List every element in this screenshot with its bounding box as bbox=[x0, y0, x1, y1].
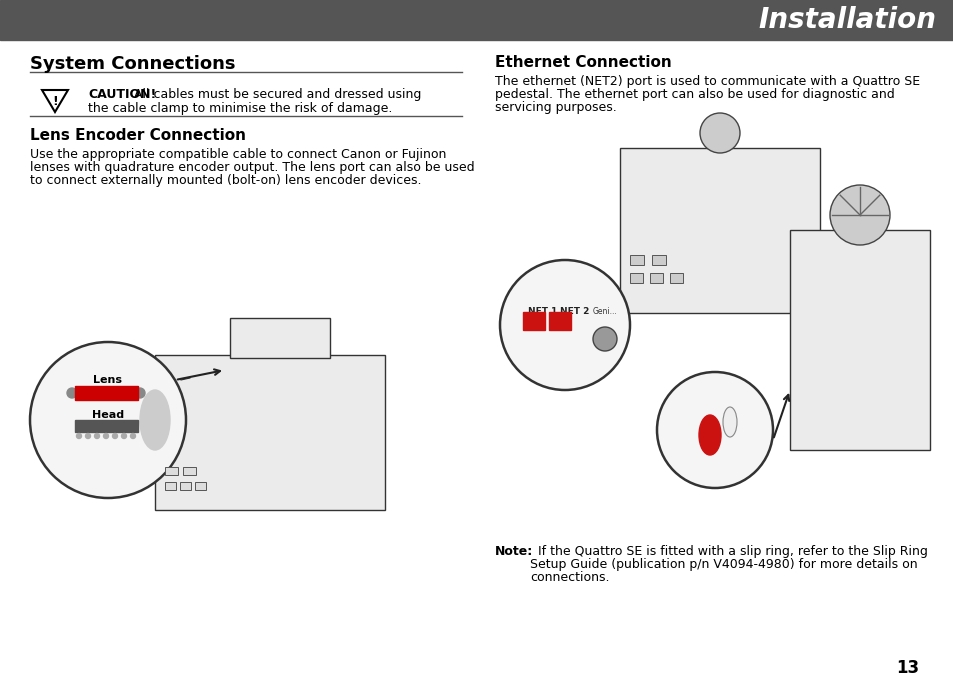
Circle shape bbox=[829, 185, 889, 245]
Bar bbox=[629, 255, 643, 265]
Text: lenses with quadrature encoder output. The lens port can also be used: lenses with quadrature encoder output. T… bbox=[30, 161, 475, 174]
Circle shape bbox=[76, 433, 81, 439]
Bar bbox=[75, 420, 138, 432]
Bar bbox=[669, 273, 682, 283]
Text: CAUTION!: CAUTION! bbox=[88, 88, 156, 101]
Text: !: ! bbox=[52, 95, 58, 108]
Text: Installation: Installation bbox=[758, 6, 935, 34]
Bar bbox=[165, 482, 175, 490]
Circle shape bbox=[131, 433, 135, 439]
Circle shape bbox=[593, 327, 617, 351]
Bar bbox=[629, 273, 642, 283]
Text: Geni...: Geni... bbox=[593, 307, 618, 316]
Circle shape bbox=[135, 388, 145, 398]
Text: If the Quattro SE is fitted with a slip ring, refer to the Slip Ring: If the Quattro SE is fitted with a slip … bbox=[530, 545, 927, 558]
Ellipse shape bbox=[140, 390, 170, 450]
Circle shape bbox=[657, 372, 772, 488]
Bar bbox=[194, 482, 206, 490]
Text: 13: 13 bbox=[895, 659, 918, 674]
Text: Lens Encoder Connection: Lens Encoder Connection bbox=[30, 128, 246, 143]
Circle shape bbox=[30, 342, 186, 498]
Bar bbox=[0, 0, 953, 40]
FancyBboxPatch shape bbox=[230, 318, 330, 358]
Text: System Connections: System Connections bbox=[30, 55, 235, 73]
Bar bbox=[165, 467, 178, 475]
Text: Ethernet Connection: Ethernet Connection bbox=[495, 55, 671, 70]
Circle shape bbox=[112, 433, 117, 439]
Text: connections.: connections. bbox=[530, 571, 609, 584]
Ellipse shape bbox=[722, 407, 737, 437]
Text: Head: Head bbox=[91, 410, 124, 420]
Text: the cable clamp to minimise the risk of damage.: the cable clamp to minimise the risk of … bbox=[88, 102, 392, 115]
Text: servicing purposes.: servicing purposes. bbox=[495, 101, 616, 114]
Circle shape bbox=[94, 433, 99, 439]
FancyBboxPatch shape bbox=[619, 148, 820, 313]
Bar bbox=[548, 312, 571, 330]
Text: Note:: Note: bbox=[495, 545, 533, 558]
Circle shape bbox=[103, 433, 109, 439]
Bar bbox=[649, 273, 662, 283]
Text: The ethernet (NET2) port is used to communicate with a Quattro SE: The ethernet (NET2) port is used to comm… bbox=[495, 75, 919, 88]
Text: to connect externally mounted (bolt-on) lens encoder devices.: to connect externally mounted (bolt-on) … bbox=[30, 174, 421, 187]
Bar bbox=[522, 312, 544, 330]
Circle shape bbox=[700, 113, 740, 153]
Text: NET 2: NET 2 bbox=[559, 307, 589, 316]
Circle shape bbox=[86, 433, 91, 439]
Bar bbox=[651, 255, 665, 265]
FancyBboxPatch shape bbox=[154, 355, 385, 510]
Text: Setup Guide (publication p/n V4094-4980) for more details on: Setup Guide (publication p/n V4094-4980)… bbox=[530, 558, 917, 571]
Circle shape bbox=[67, 388, 77, 398]
Bar bbox=[75, 386, 138, 400]
Ellipse shape bbox=[699, 415, 720, 455]
FancyBboxPatch shape bbox=[789, 230, 929, 450]
Text: pedestal. The ethernet port can also be used for diagnostic and: pedestal. The ethernet port can also be … bbox=[495, 88, 894, 101]
Circle shape bbox=[499, 260, 629, 390]
Text: Use the appropriate compatible cable to connect Canon or Fujinon: Use the appropriate compatible cable to … bbox=[30, 148, 446, 161]
Bar bbox=[180, 482, 191, 490]
Text: NET 1: NET 1 bbox=[528, 307, 558, 316]
Circle shape bbox=[121, 433, 127, 439]
Text: Lens: Lens bbox=[93, 375, 122, 385]
Text: All cables must be secured and dressed using: All cables must be secured and dressed u… bbox=[130, 88, 421, 101]
Bar bbox=[183, 467, 195, 475]
